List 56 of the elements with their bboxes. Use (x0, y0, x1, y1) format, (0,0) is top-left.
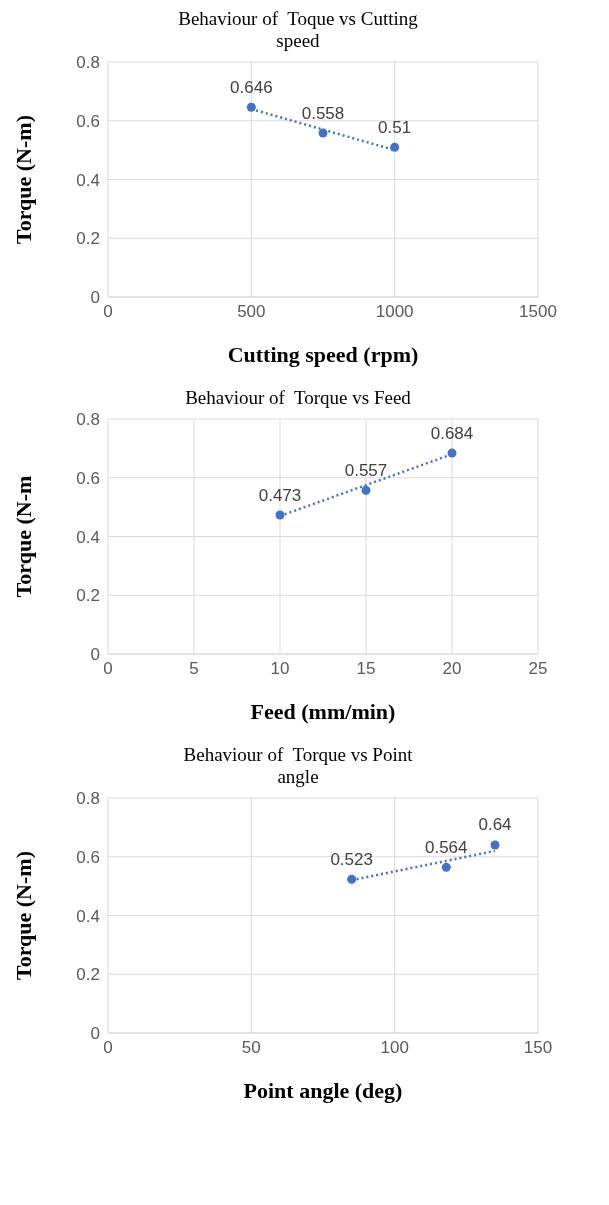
point (441, 862, 451, 872)
y-tick-label: 0 (90, 1024, 100, 1044)
data-label: 0.51 (378, 117, 412, 137)
x-tick-label: 150 (523, 1038, 553, 1058)
x-axis-title: Feed (mm/min) (250, 699, 396, 724)
point (447, 448, 457, 458)
chart-title: Behaviour of Torque vs Feed (184, 387, 412, 409)
y-tick-label: 0.2 (76, 586, 100, 606)
y-tick-label: 0 (90, 645, 100, 665)
data-label: 0.523 (330, 849, 373, 869)
point (275, 510, 285, 520)
x-tick-label: 20 (442, 659, 462, 679)
y-tick-label: 0.4 (76, 170, 100, 190)
chart-title: Behaviour of Torque vs Point angle (182, 744, 414, 788)
data-label: 0.64 (478, 815, 512, 835)
data-label: 0.564 (424, 837, 468, 857)
y-tick-label: 0 (90, 288, 100, 308)
point (490, 840, 500, 850)
y-tick-label: 0.6 (76, 111, 100, 131)
y-tick-label: 0.2 (76, 965, 100, 985)
y-tick-label: 0.8 (76, 789, 100, 809)
x-tick-label: 25 (528, 659, 548, 679)
y-tick-label: 0.6 (76, 847, 100, 867)
point (347, 874, 357, 884)
x-tick-label: 0 (103, 302, 113, 322)
chart-title: Behaviour of Toque vs Cutting speed (178, 8, 418, 52)
y-tick-label: 0.8 (76, 410, 100, 430)
x-tick-label: 0 (103, 659, 113, 679)
point (246, 102, 256, 112)
data-label: 0.557 (344, 460, 388, 480)
point (390, 142, 400, 152)
y-tick-label: 0.6 (76, 468, 100, 488)
x-tick-label: 10 (270, 659, 290, 679)
x-tick-label: 5 (189, 659, 199, 679)
data-label: 0.646 (230, 77, 273, 97)
x-tick-label: 1000 (375, 302, 414, 322)
x-tick-label: 50 (241, 1038, 261, 1058)
data-label: 0.558 (301, 103, 345, 123)
y-axis-title: Torque (N-m) (10, 115, 36, 244)
y-axis-title: Torque (N-m) (10, 851, 36, 980)
x-tick-label: 0 (103, 1038, 113, 1058)
y-axis-title: Torque (N-m (10, 475, 36, 598)
x-tick-label: 100 (380, 1038, 409, 1058)
x-tick-label: 500 (237, 302, 266, 322)
point (361, 485, 371, 495)
y-tick-label: 0.8 (76, 53, 100, 73)
x-tick-label: 15 (356, 659, 376, 679)
data-label: 0.684 (430, 423, 474, 443)
point (318, 128, 328, 138)
x-axis-title: Point angle (deg) (243, 1078, 403, 1103)
x-axis-title: Cutting speed (rpm) (227, 342, 419, 367)
x-tick-label: 1500 (519, 302, 557, 322)
y-tick-label: 0.4 (76, 527, 100, 547)
y-tick-label: 0.2 (76, 229, 100, 249)
data-label: 0.473 (258, 485, 302, 505)
y-tick-label: 0.4 (76, 906, 100, 926)
